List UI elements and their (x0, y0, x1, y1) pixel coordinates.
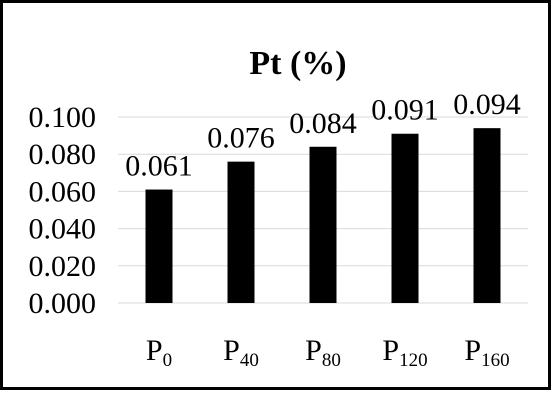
bars (145, 128, 501, 303)
y-tick-label: 0.060 (29, 175, 97, 208)
x-tick-label-main: P (305, 334, 322, 367)
y-axis-tick-labels: 0.000 0.020 0.040 0.060 0.080 0.100 (29, 101, 97, 320)
chart-title: Pt (%) (249, 45, 346, 82)
data-label: 0.091 (371, 94, 439, 127)
x-tick-label-subscript: 80 (322, 350, 341, 371)
x-tick-label-subscript: 40 (240, 350, 259, 371)
x-tick-label: P40 (223, 334, 259, 371)
data-label: 0.076 (207, 122, 275, 155)
x-tick-label: P160 (464, 334, 509, 371)
x-tick-label-main: P (146, 334, 163, 367)
bar (309, 146, 337, 303)
x-tick-label-main: P (382, 334, 399, 367)
x-tick-label-main: P (464, 334, 481, 367)
bar (145, 189, 173, 303)
y-tick-label: 0.080 (29, 138, 97, 171)
bar (227, 161, 255, 303)
data-label: 0.084 (289, 107, 357, 140)
data-labels: 0.061 0.076 0.084 0.091 0.094 (125, 88, 521, 182)
x-axis-tick-labels: P0 P40 P80 P120 P160 (146, 334, 510, 371)
y-tick-label: 0.040 (29, 213, 97, 246)
x-tick-label-main: P (223, 334, 240, 367)
data-label: 0.061 (125, 150, 193, 183)
x-tick-label: P120 (382, 334, 427, 371)
bar (473, 128, 501, 303)
x-tick-label-subscript: 0 (163, 350, 173, 371)
y-tick-label: 0.000 (29, 287, 97, 320)
x-tick-label: P0 (146, 334, 172, 371)
y-tick-label: 0.100 (29, 101, 97, 134)
x-tick-label-subscript: 120 (399, 350, 428, 371)
x-tick-label-subscript: 160 (481, 350, 510, 371)
bar (391, 133, 419, 303)
x-tick-label: P80 (305, 334, 341, 371)
data-label: 0.094 (453, 88, 521, 121)
y-tick-label: 0.020 (29, 250, 97, 283)
